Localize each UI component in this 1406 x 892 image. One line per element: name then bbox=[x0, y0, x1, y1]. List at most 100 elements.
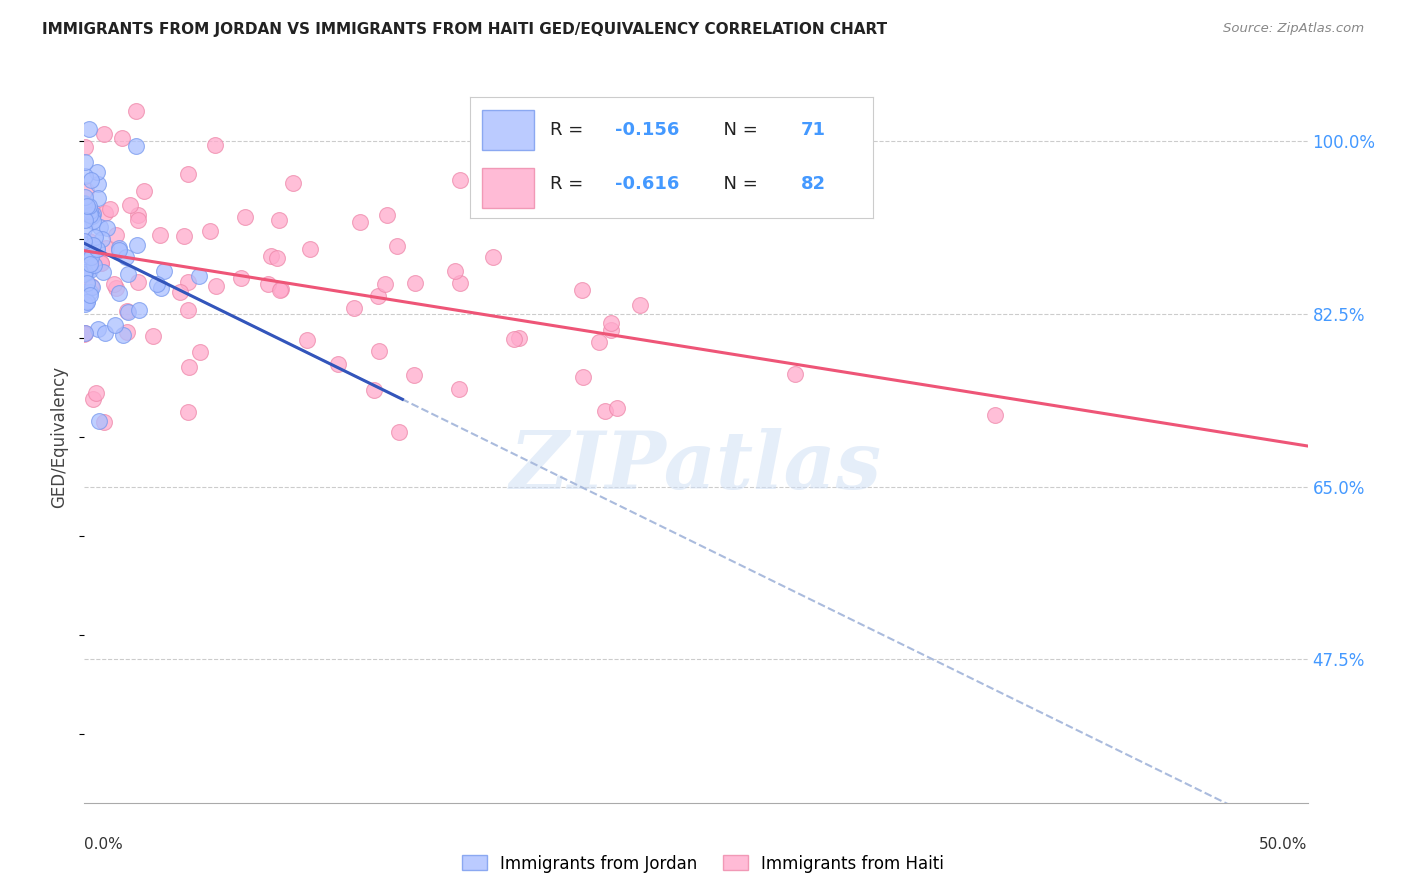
Point bbox=[128, 303, 150, 318]
Point bbox=[169, 285, 191, 299]
Point bbox=[508, 331, 530, 345]
Point bbox=[374, 277, 396, 291]
Point bbox=[449, 172, 471, 186]
Point bbox=[79, 257, 101, 271]
Point bbox=[204, 137, 226, 152]
Point bbox=[146, 277, 169, 291]
Point bbox=[363, 383, 385, 397]
Point bbox=[86, 242, 108, 256]
Point bbox=[593, 404, 616, 418]
Point bbox=[79, 203, 101, 218]
Point bbox=[77, 121, 100, 136]
Point bbox=[73, 265, 96, 279]
Point bbox=[127, 212, 149, 227]
Point bbox=[73, 252, 96, 266]
Point bbox=[188, 344, 211, 359]
Point bbox=[449, 382, 471, 396]
Point bbox=[100, 202, 122, 217]
Point bbox=[79, 208, 101, 222]
Point bbox=[73, 196, 96, 211]
Point bbox=[75, 266, 97, 280]
Point bbox=[117, 268, 139, 282]
Point bbox=[118, 198, 141, 212]
Point bbox=[82, 280, 104, 294]
Point bbox=[94, 326, 117, 341]
Point bbox=[86, 165, 108, 179]
Text: 0.0%: 0.0% bbox=[84, 838, 124, 853]
Point bbox=[173, 229, 195, 244]
Point bbox=[73, 254, 96, 268]
Text: ZIPatlas: ZIPatlas bbox=[510, 427, 882, 505]
Point bbox=[90, 256, 112, 270]
Point bbox=[984, 408, 1007, 422]
Point bbox=[134, 184, 156, 198]
Text: Source: ZipAtlas.com: Source: ZipAtlas.com bbox=[1223, 22, 1364, 36]
Point bbox=[269, 283, 291, 297]
Point bbox=[79, 285, 101, 299]
Point bbox=[73, 212, 96, 227]
Point bbox=[76, 277, 98, 291]
Point bbox=[108, 241, 131, 255]
Point bbox=[79, 246, 101, 260]
Point bbox=[388, 425, 411, 439]
Point bbox=[152, 263, 174, 277]
Point bbox=[111, 131, 134, 145]
Point bbox=[444, 264, 467, 278]
Point bbox=[367, 343, 389, 358]
Point bbox=[177, 276, 200, 290]
Point bbox=[295, 333, 318, 347]
Point bbox=[149, 227, 172, 242]
Point bbox=[73, 190, 96, 204]
Point bbox=[75, 183, 97, 197]
Text: 50.0%: 50.0% bbox=[1260, 838, 1308, 853]
Point bbox=[478, 201, 501, 215]
Point bbox=[73, 197, 96, 211]
Point bbox=[86, 242, 108, 256]
Point bbox=[125, 103, 148, 118]
Point bbox=[233, 210, 256, 224]
Point bbox=[93, 128, 115, 142]
Legend: Immigrants from Jordan, Immigrants from Haiti: Immigrants from Jordan, Immigrants from … bbox=[456, 848, 950, 880]
Point bbox=[76, 293, 98, 308]
Point bbox=[77, 204, 100, 219]
Point bbox=[107, 243, 129, 257]
Point bbox=[75, 296, 97, 310]
Point bbox=[111, 327, 134, 342]
Point bbox=[404, 368, 426, 383]
Point bbox=[104, 318, 127, 332]
Point bbox=[127, 208, 149, 222]
Point bbox=[93, 415, 115, 429]
Point bbox=[82, 214, 104, 228]
Point bbox=[73, 140, 96, 154]
Point bbox=[205, 279, 228, 293]
Point bbox=[104, 227, 127, 242]
Point bbox=[73, 285, 96, 299]
Point bbox=[73, 326, 96, 340]
Point bbox=[482, 251, 505, 265]
Point bbox=[94, 205, 117, 219]
Point bbox=[79, 279, 101, 293]
Point bbox=[75, 326, 97, 340]
Point bbox=[503, 332, 526, 346]
Point bbox=[77, 234, 100, 248]
Point bbox=[76, 237, 98, 252]
Point bbox=[599, 316, 621, 330]
Point bbox=[269, 213, 291, 227]
Point bbox=[127, 275, 149, 289]
Point bbox=[149, 281, 172, 295]
Point bbox=[79, 199, 101, 213]
Point bbox=[628, 298, 651, 312]
Point bbox=[75, 204, 97, 219]
Point bbox=[91, 232, 114, 246]
Point bbox=[367, 289, 389, 303]
Point bbox=[82, 207, 104, 221]
Point bbox=[177, 303, 200, 318]
Point bbox=[76, 199, 98, 213]
Point bbox=[600, 323, 623, 337]
Point bbox=[73, 238, 96, 252]
Point bbox=[117, 305, 139, 319]
Point bbox=[79, 263, 101, 277]
Point bbox=[281, 176, 304, 190]
Point bbox=[229, 271, 252, 285]
Point bbox=[343, 301, 366, 315]
